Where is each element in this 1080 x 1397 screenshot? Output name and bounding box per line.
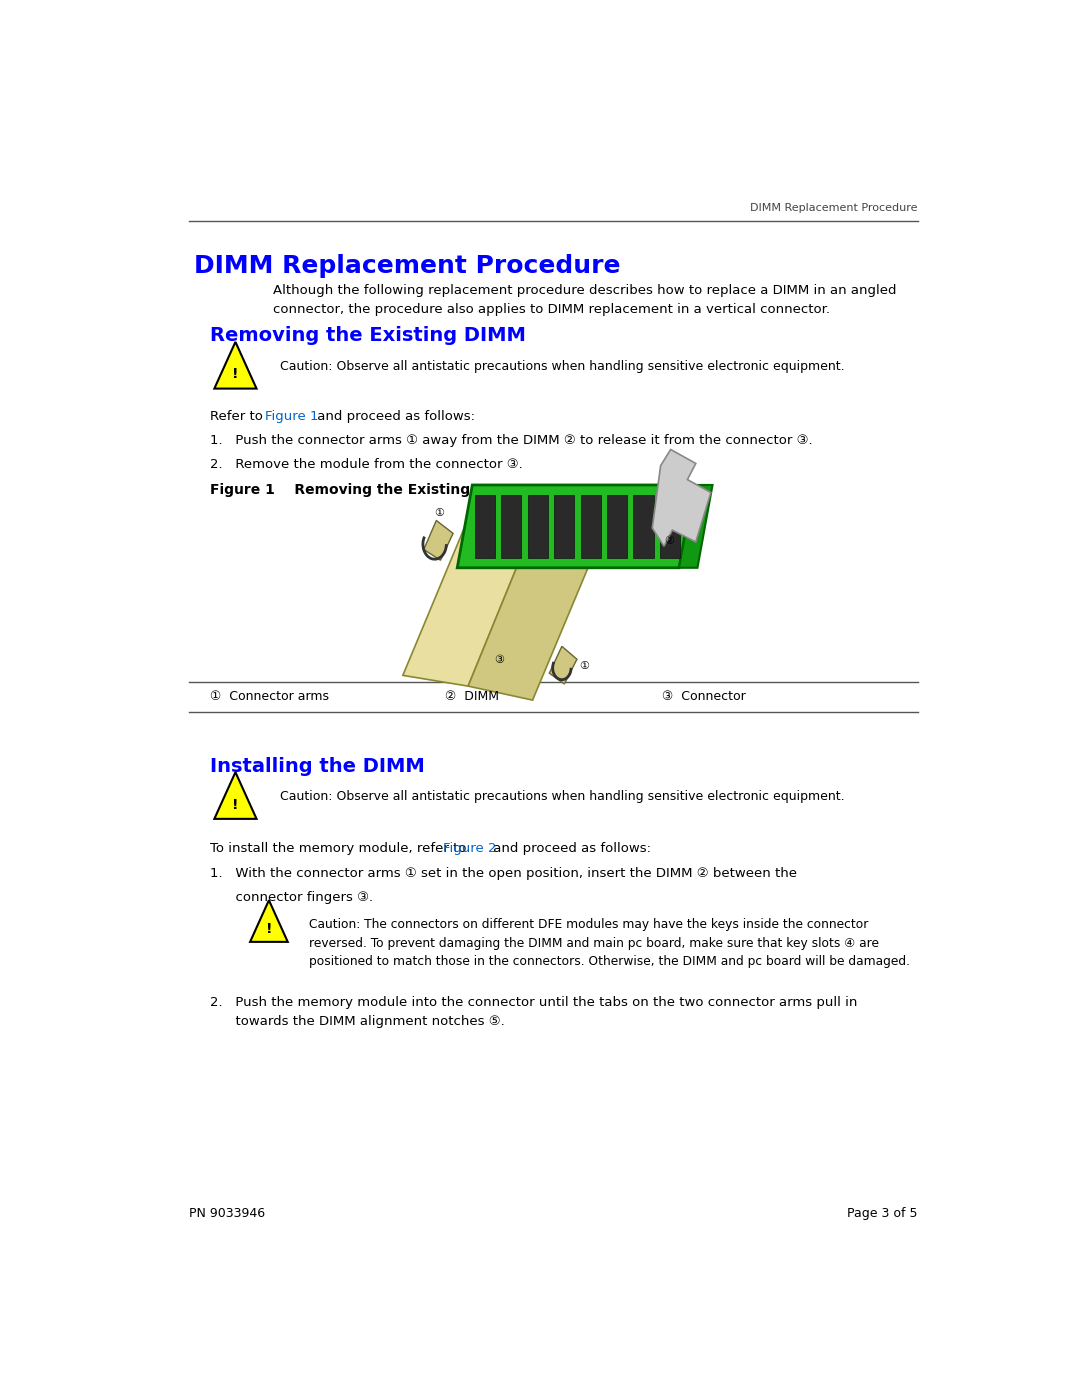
Polygon shape (403, 525, 528, 686)
Polygon shape (550, 647, 577, 685)
Text: To install the memory module, refer to: To install the memory module, refer to (211, 842, 471, 855)
Text: Figure 1: Figure 1 (265, 409, 319, 423)
Polygon shape (251, 900, 287, 942)
Polygon shape (652, 450, 711, 546)
Polygon shape (554, 495, 575, 557)
Text: Figure 2: Figure 2 (443, 842, 497, 855)
Polygon shape (581, 495, 600, 557)
Polygon shape (457, 485, 694, 567)
Polygon shape (423, 521, 454, 560)
Text: ①: ① (580, 661, 590, 671)
Text: Page 3 of 5: Page 3 of 5 (847, 1207, 918, 1220)
Text: Installing the DIMM: Installing the DIMM (211, 757, 426, 777)
Text: and proceed as follows:: and proceed as follows: (313, 409, 475, 423)
Text: ②  DIMM: ② DIMM (445, 690, 499, 703)
Text: Removing the Existing DIMM: Removing the Existing DIMM (211, 326, 526, 345)
Text: PN 9033946: PN 9033946 (189, 1207, 266, 1220)
Text: ①  Connector arms: ① Connector arms (211, 690, 329, 703)
Text: Caution: Observe all antistatic precautions when handling sensitive electronic e: Caution: Observe all antistatic precauti… (280, 791, 845, 803)
Text: Caution: The connectors on different DFE modules may have the keys inside the co: Caution: The connectors on different DFE… (309, 918, 910, 968)
Text: ②: ② (664, 536, 674, 546)
Text: !: ! (232, 367, 239, 381)
Text: DIMM Replacement Procedure: DIMM Replacement Procedure (193, 254, 620, 278)
Text: Figure 1    Removing the Existing DIMM: Figure 1 Removing the Existing DIMM (211, 483, 519, 497)
Text: ①: ① (434, 509, 444, 518)
Text: and proceed as follows:: and proceed as follows: (489, 842, 651, 855)
Text: ③: ③ (494, 655, 504, 665)
Polygon shape (501, 495, 522, 557)
Polygon shape (634, 495, 653, 557)
Text: DIMM Replacement Procedure: DIMM Replacement Procedure (751, 203, 918, 212)
Text: Refer to: Refer to (211, 409, 268, 423)
Text: 2.   Push the memory module into the connector until the tabs on the two connect: 2. Push the memory module into the conne… (211, 996, 858, 1028)
Polygon shape (214, 342, 257, 388)
Text: 2.   Remove the module from the connector ③.: 2. Remove the module from the connector … (211, 458, 523, 471)
Text: connector fingers ③.: connector fingers ③. (211, 890, 374, 904)
Text: ③  Connector: ③ Connector (662, 690, 746, 703)
Text: 1.   With the connector arms ① set in the open position, insert the DIMM ② betwe: 1. With the connector arms ① set in the … (211, 866, 797, 880)
Polygon shape (214, 773, 257, 819)
Polygon shape (528, 495, 548, 557)
Polygon shape (679, 485, 713, 567)
Text: Caution: Observe all antistatic precautions when handling sensitive electronic e: Caution: Observe all antistatic precauti… (280, 360, 845, 373)
Polygon shape (475, 495, 495, 557)
Polygon shape (607, 495, 627, 557)
Text: 1.   Push the connector arms ① away from the DIMM ② to release it from the conne: 1. Push the connector arms ① away from t… (211, 434, 813, 447)
Text: !: ! (266, 922, 272, 936)
Text: !: ! (232, 798, 239, 812)
Text: Although the following replacement procedure describes how to replace a DIMM in : Although the following replacement proce… (273, 284, 896, 316)
Polygon shape (660, 495, 680, 557)
Polygon shape (468, 539, 591, 700)
